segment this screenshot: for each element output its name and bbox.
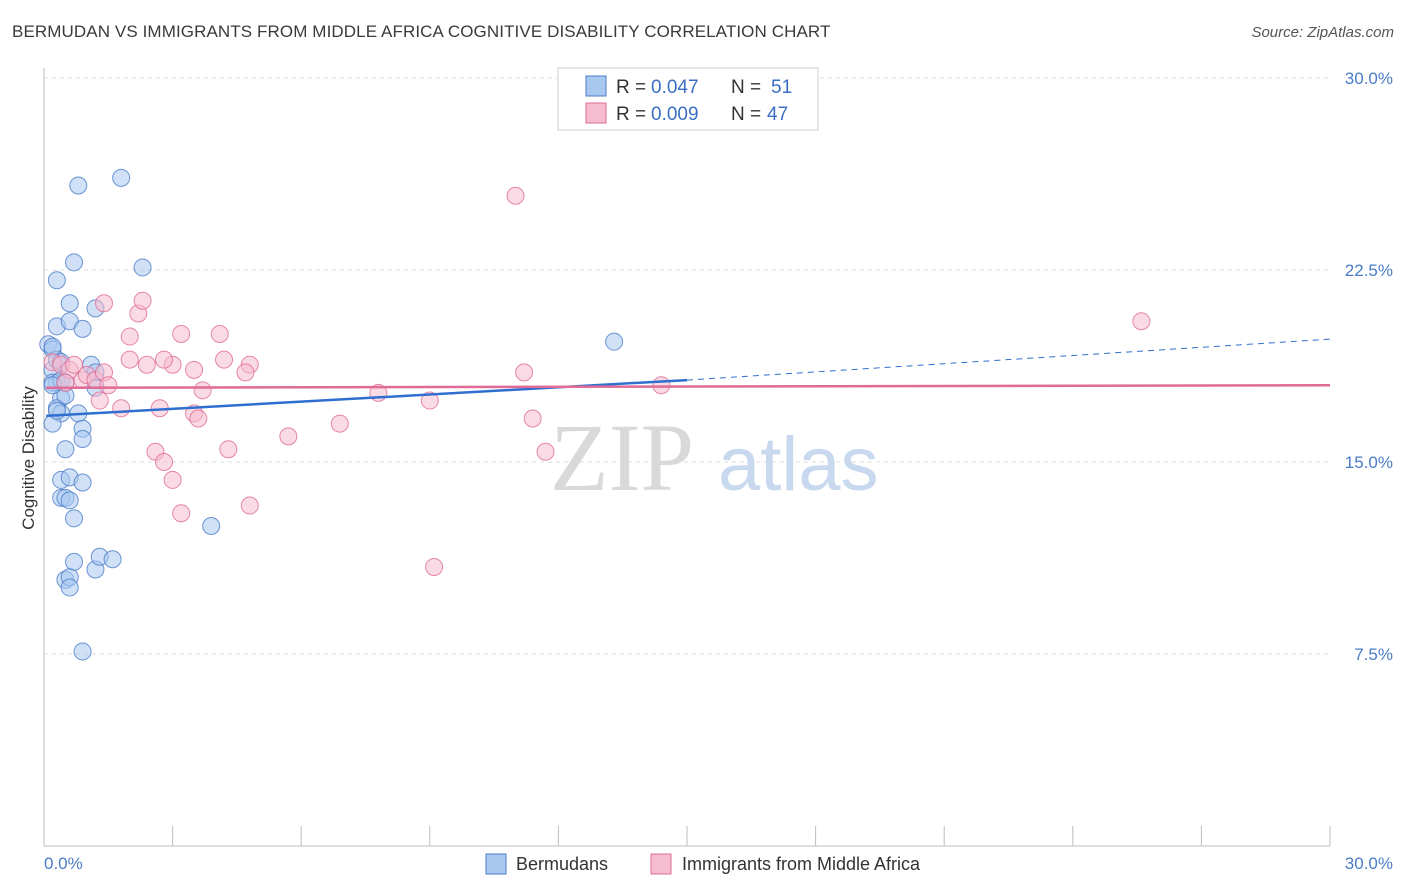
series-bermudans bbox=[39, 168, 624, 661]
immigrant-point bbox=[112, 399, 131, 418]
immigrant-point bbox=[536, 442, 555, 461]
axes bbox=[43, 68, 1331, 847]
bermudan-point bbox=[60, 491, 79, 510]
immigrant-point bbox=[193, 381, 212, 400]
x-tick-label-max: 30.0% bbox=[1345, 854, 1393, 873]
immigrant-point bbox=[279, 427, 298, 446]
immigrant-point bbox=[172, 325, 191, 343]
immigrant-point bbox=[120, 327, 139, 346]
bermudan-trend-extension bbox=[686, 338, 1331, 381]
immigrant-point bbox=[133, 291, 152, 310]
chart-source: Source: ZipAtlas.com bbox=[1251, 24, 1394, 41]
immigrant-point bbox=[240, 496, 259, 515]
bottom-legend-label-bermudans: Bermudans bbox=[516, 854, 608, 874]
series-legend: Bermudans Immigrants from Middle Africa bbox=[485, 853, 921, 875]
immigrant-point bbox=[137, 355, 156, 374]
immigrant-point bbox=[172, 504, 191, 523]
bermudan-point bbox=[65, 253, 84, 272]
immigrant-point bbox=[65, 355, 84, 374]
immigrant-point bbox=[155, 453, 174, 471]
bermudan-point bbox=[43, 337, 62, 356]
legend-n-label-blue: N = bbox=[731, 77, 761, 98]
immigrant-point bbox=[215, 350, 234, 369]
immigrant-trend-line bbox=[46, 383, 1331, 390]
immigrant-point bbox=[120, 350, 139, 369]
immigrant-point bbox=[95, 294, 114, 313]
bermudan-point bbox=[112, 168, 131, 187]
immigrant-point bbox=[99, 376, 118, 395]
immigrant-point bbox=[219, 440, 238, 459]
legend-r-label-blue: R = bbox=[616, 77, 646, 98]
bermudan-point bbox=[103, 550, 122, 569]
y-tick-label: 22.5% bbox=[1345, 261, 1393, 280]
chart-title: BERMUDAN VS IMMIGRANTS FROM MIDDLE AFRIC… bbox=[12, 22, 831, 41]
watermark-atlas: atlas bbox=[718, 422, 879, 507]
immigrant-point bbox=[163, 470, 182, 489]
immigrant-point bbox=[330, 414, 349, 433]
legend-r-value-blue: 0.047 bbox=[651, 77, 699, 98]
legend-r-label-pink: R = bbox=[616, 104, 646, 125]
immigrant-point bbox=[185, 360, 204, 379]
legend-n-value-blue: 51 bbox=[771, 77, 792, 98]
bermudan-point bbox=[65, 509, 84, 528]
immigrant-point bbox=[210, 325, 229, 343]
immigrant-point bbox=[90, 391, 109, 410]
legend-r-value-pink: 0.009 bbox=[651, 104, 699, 125]
immigrant-point bbox=[523, 409, 542, 428]
bermudan-point bbox=[73, 642, 92, 661]
bermudan-point bbox=[73, 319, 92, 338]
bermudan-point bbox=[133, 258, 152, 277]
bermudan-point bbox=[73, 473, 92, 492]
bermudan-point bbox=[60, 294, 79, 313]
bermudan-point bbox=[65, 552, 84, 571]
y-tick-labels: 7.5% 15.0% 22.5% 30.0% bbox=[1345, 69, 1393, 664]
bermudan-point bbox=[605, 332, 624, 351]
legend-swatch-pink bbox=[585, 102, 607, 124]
immigrant-point bbox=[420, 391, 439, 410]
immigrant-point bbox=[236, 363, 255, 382]
watermark-zip: ZIP bbox=[550, 404, 694, 511]
trend-lines bbox=[46, 338, 1331, 418]
grid bbox=[44, 77, 1330, 655]
bermudan-point bbox=[60, 578, 79, 597]
y-tick-label: 15.0% bbox=[1345, 453, 1393, 472]
correlation-legend: R = 0.047 N = 51 R = 0.009 N = 47 bbox=[557, 67, 819, 131]
y-tick-label: 7.5% bbox=[1354, 645, 1393, 664]
x-tick-label-min: 0.0% bbox=[44, 854, 83, 873]
immigrant-point bbox=[506, 186, 525, 205]
legend-n-value-pink: 47 bbox=[767, 104, 788, 125]
bottom-legend-swatch-blue bbox=[485, 853, 507, 875]
bermudan-point bbox=[73, 429, 92, 448]
immigrant-point bbox=[425, 557, 444, 576]
immigrant-point bbox=[652, 376, 671, 395]
immigrant-point bbox=[515, 363, 534, 382]
legend-swatch-blue bbox=[585, 75, 607, 97]
bermudan-point bbox=[69, 176, 88, 195]
legend-n-label-pink: N = bbox=[731, 104, 761, 125]
bermudan-point bbox=[202, 517, 221, 535]
immigrant-point bbox=[189, 409, 208, 428]
immigrant-point bbox=[1132, 312, 1151, 331]
bermudan-point bbox=[47, 271, 66, 290]
y-tick-label: 30.0% bbox=[1345, 69, 1393, 88]
bottom-legend-swatch-pink bbox=[650, 853, 672, 875]
bottom-legend-label-immigrants: Immigrants from Middle Africa bbox=[682, 854, 921, 874]
immigrant-point bbox=[155, 350, 174, 369]
bermudan-point bbox=[56, 440, 75, 459]
y-axis-label: Cognitive Disability bbox=[19, 386, 38, 530]
